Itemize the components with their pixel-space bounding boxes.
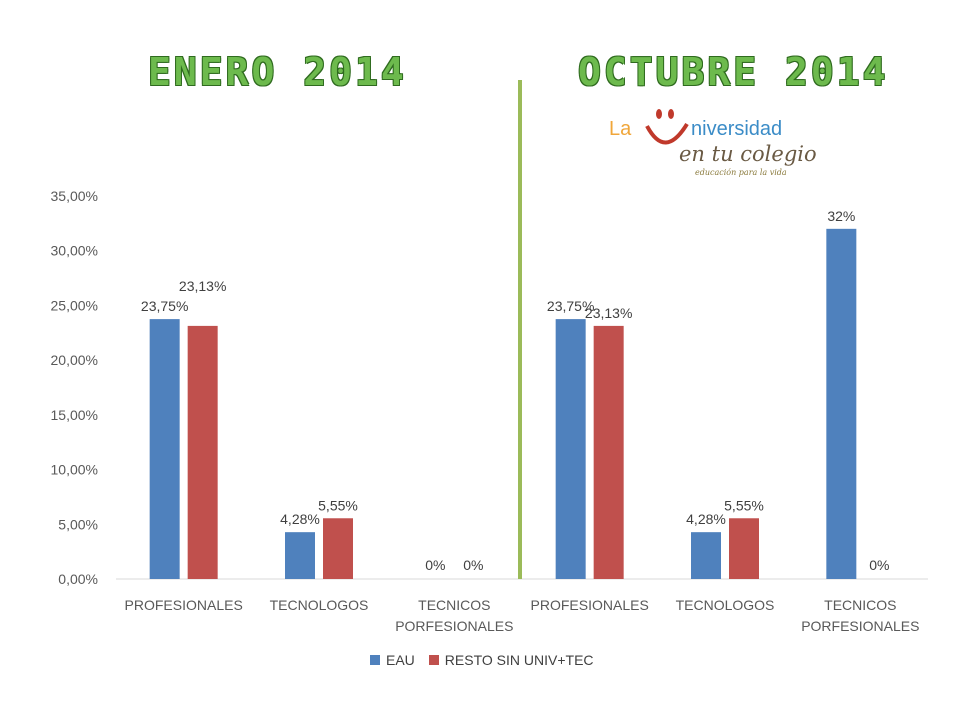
- logo-tagline: educación para la vida: [695, 168, 787, 177]
- y-tick-label: 15,00%: [51, 407, 98, 423]
- logo-niversidad: niversidad: [691, 118, 783, 140]
- category-label: TECNICOS: [824, 597, 896, 613]
- y-tick-label: 30,00%: [51, 243, 98, 259]
- y-tick-label: 0,00%: [58, 571, 98, 587]
- legend-item-eau: EAU: [370, 652, 415, 668]
- category-label: TECNICOS: [418, 597, 490, 613]
- y-tick-label: 20,00%: [51, 352, 98, 368]
- legend-swatch-eau: [370, 655, 380, 665]
- bar-resto: [593, 325, 624, 579]
- y-tick-label: 25,00%: [51, 297, 98, 313]
- data-label: 0%: [425, 557, 445, 573]
- bar-eau: [149, 319, 180, 579]
- y-tick-label: 35,00%: [51, 188, 98, 204]
- legend-swatch-resto: [428, 655, 439, 665]
- data-label: 5,55%: [318, 497, 358, 513]
- smile-icon: [645, 109, 689, 145]
- category-label: PROFESIONALES: [531, 597, 649, 613]
- bar-resto: [323, 518, 353, 579]
- logo: La niversidad en tu colegio educación pa…: [603, 100, 823, 190]
- logo-la: La: [609, 118, 632, 140]
- legend-item-resto: RESTO SIN UNIV+TEC: [428, 652, 594, 668]
- y-tick-label: 10,00%: [51, 462, 98, 478]
- bar-resto: [187, 325, 218, 579]
- bar-eau: [691, 532, 721, 579]
- category-label: TECNOLOGOS: [676, 597, 775, 613]
- logo-script: en tu colegio: [679, 142, 817, 166]
- data-label: 0%: [463, 557, 483, 573]
- legend-label-eau: EAU: [386, 652, 415, 668]
- data-label: 23,13%: [179, 278, 226, 294]
- category-label: TECNOLOGOS: [270, 597, 369, 613]
- data-label: 5,55%: [724, 497, 764, 513]
- title-octubre: OCTUBRE 2014: [578, 50, 889, 94]
- data-label: 23,75%: [141, 298, 188, 314]
- data-label: 23,13%: [585, 305, 632, 321]
- data-label: 4,28%: [280, 511, 320, 527]
- category-label: PROFESIONALES: [125, 597, 243, 613]
- y-tick-label: 5,00%: [58, 516, 98, 532]
- title-enero: ENERO 2014: [148, 50, 407, 94]
- data-label: 23,75%: [547, 298, 594, 314]
- data-label: 32%: [827, 208, 855, 224]
- data-label: 4,28%: [686, 511, 726, 527]
- bar-eau: [555, 319, 586, 579]
- category-label: PORFESIONALES: [801, 618, 919, 634]
- category-label: PORFESIONALES: [395, 618, 513, 634]
- bar-resto: [729, 518, 759, 579]
- legend: EAU RESTO SIN UNIV+TEC: [370, 652, 594, 668]
- bar-eau: [285, 532, 315, 579]
- legend-label-resto: RESTO SIN UNIV+TEC: [444, 652, 594, 668]
- data-label: 0%: [869, 557, 889, 573]
- bar-eau: [826, 228, 857, 580]
